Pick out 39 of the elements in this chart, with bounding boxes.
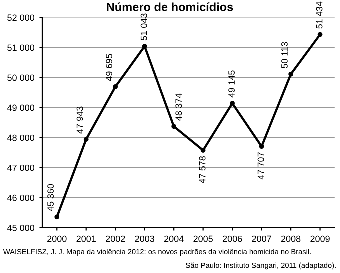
- x-tick-label: 2004: [164, 236, 184, 242]
- point: [142, 44, 148, 49]
- x-tick-label: 2006: [222, 236, 242, 242]
- x-tick-label: 2007: [252, 236, 272, 242]
- x-tick-label: 2008: [281, 236, 301, 242]
- data-label: 50 113: [282, 42, 288, 68]
- point: [113, 84, 118, 90]
- point: [84, 137, 89, 142]
- y-tick-label: 50 000: [8, 74, 35, 82]
- data-label: 47 943: [76, 106, 84, 134]
- point: [172, 124, 177, 130]
- x-tick-label: 2000: [48, 236, 67, 242]
- data-label: 48 374: [176, 94, 182, 121]
- point: [230, 101, 235, 106]
- data-label: 51 434: [316, 2, 323, 29]
- point: [200, 148, 206, 153]
- y-tick-label: 52 000: [8, 14, 35, 22]
- y-tick-label: 48 000: [7, 134, 35, 142]
- x-tick-label: 2009: [310, 236, 330, 242]
- y-tick-label: 51 000: [8, 44, 35, 52]
- x-tick-label: 2002: [106, 236, 126, 242]
- y-tick-label: 46 000: [7, 194, 35, 202]
- data-label: 49 145: [228, 70, 235, 98]
- data-label: 49 695: [106, 54, 112, 82]
- data-label: 51 043: [140, 14, 148, 41]
- y-tick-label: 47 000: [7, 164, 35, 172]
- chart-title: Número de homicídios: [107, 2, 234, 12]
- point: [288, 72, 294, 77]
- data-label: 47 578: [199, 156, 206, 184]
- point: [259, 144, 264, 150]
- x-tick-label: 2005: [194, 236, 213, 242]
- y-tick-label: 45 000: [7, 224, 35, 232]
- x-tick-label: 2003: [135, 236, 154, 242]
- point: [54, 214, 60, 220]
- y-tick-label: 49 000: [7, 104, 35, 112]
- data-label: 45 360: [48, 184, 54, 212]
- data-label: 47 707: [258, 152, 264, 180]
- point: [318, 32, 323, 38]
- x-tick-label: 2001: [76, 236, 96, 242]
